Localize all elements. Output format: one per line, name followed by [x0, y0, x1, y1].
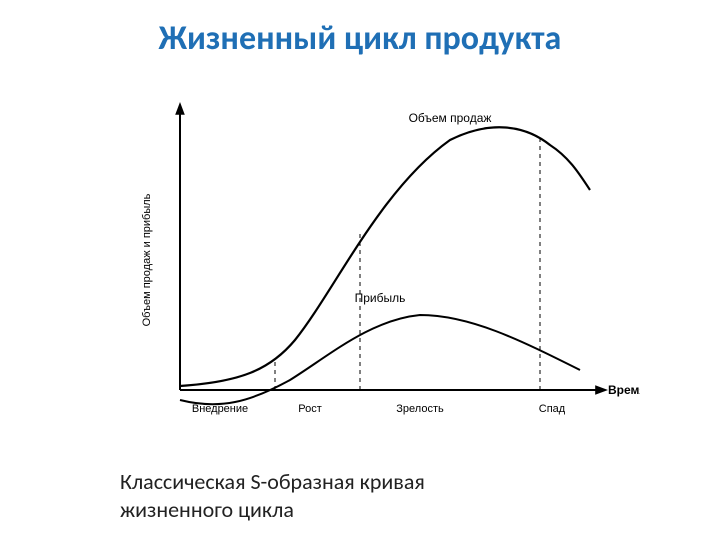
- stage-label-3: Спад: [539, 403, 566, 415]
- slide-subtitle: Классическая S-образная кривая жизненног…: [120, 468, 540, 523]
- slide-title: Жизненный цикл продукта: [0, 18, 720, 59]
- stage-label-0: Внедрение: [192, 403, 248, 415]
- series-label-profit: Прибыль: [355, 291, 406, 305]
- slide: Жизненный цикл продукта Объем продаж Приб…: [0, 0, 720, 540]
- y-axis-label: Объем продаж и прибыль: [141, 193, 153, 326]
- x-axis-label: Время: [608, 383, 640, 397]
- series-label-sales: Объем продаж: [409, 111, 492, 125]
- stage-label-2: Зрелость: [396, 403, 444, 415]
- stage-label-1: Рост: [298, 403, 322, 415]
- lifecycle-chart: Объем продаж Прибыль Объем продаж и прибыл…: [80, 80, 640, 450]
